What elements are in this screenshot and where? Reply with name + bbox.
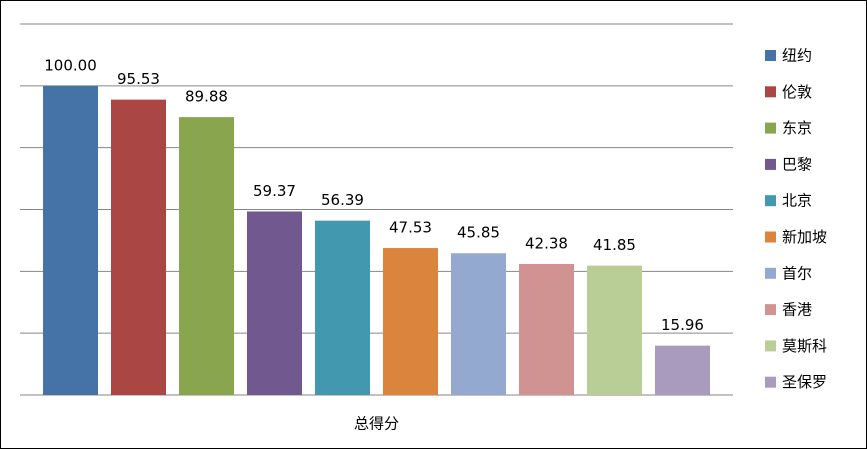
legend-swatch (765, 158, 776, 170)
data-label: 47.53 (389, 219, 432, 237)
legend-label: 圣保罗 (782, 373, 827, 391)
data-label: 89.88 (185, 88, 228, 106)
bar (315, 220, 370, 395)
data-label: 15.96 (661, 316, 704, 334)
legend-swatch (765, 267, 776, 279)
data-label: 41.85 (593, 236, 636, 254)
legend-swatch (765, 340, 776, 352)
legend-swatch (765, 122, 776, 134)
legend-swatch (765, 86, 776, 98)
legend-label: 首尔 (782, 264, 812, 282)
legend-swatch (765, 50, 776, 61)
data-label: 42.38 (525, 234, 568, 252)
legend-swatch (765, 231, 776, 243)
bar (519, 263, 574, 395)
data-label: 45.85 (457, 224, 500, 242)
bar (587, 265, 642, 395)
legend-swatch (765, 376, 776, 388)
bar (111, 99, 166, 396)
legend-label: 莫斯科 (782, 337, 827, 355)
bar (43, 85, 98, 395)
bar (383, 248, 438, 395)
legend-label: 新加坡 (782, 228, 827, 246)
bar (247, 211, 302, 395)
legend-label: 东京 (782, 119, 812, 137)
data-label: 100.00 (44, 56, 97, 74)
bar (655, 345, 710, 395)
legend-swatch (765, 195, 776, 207)
legend-label: 香港 (782, 301, 812, 319)
legend-label: 巴黎 (782, 155, 812, 173)
bar (451, 253, 506, 395)
data-label: 59.37 (253, 182, 296, 200)
x-tick-label: 总得分 (354, 415, 399, 433)
legend-label: 纽约 (782, 47, 812, 65)
bar (179, 117, 234, 395)
legend-label: 伦敦 (782, 83, 812, 101)
legend-swatch (765, 304, 776, 316)
data-label: 95.53 (117, 70, 160, 88)
legend-label: 北京 (782, 192, 812, 210)
data-label: 56.39 (321, 191, 364, 209)
